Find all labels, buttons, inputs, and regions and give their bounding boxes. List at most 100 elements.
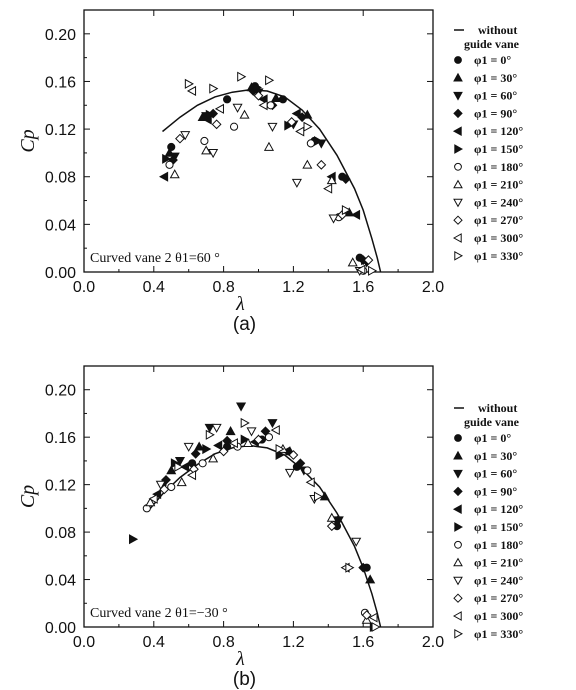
legend-marker (454, 628, 464, 639)
data-point (365, 574, 376, 584)
data-point (232, 103, 243, 113)
legend-marker (454, 540, 462, 549)
data-point (358, 562, 369, 573)
data-point (211, 423, 222, 433)
data-point (253, 434, 264, 445)
legend-marker (452, 126, 462, 137)
series-phi-11 (174, 417, 381, 633)
legend-entry: φ1 = 270° (474, 591, 523, 605)
x-tick-label: 0.0 (73, 279, 95, 296)
data-point (183, 442, 194, 452)
legend-entry: φ1 = 90° (474, 484, 517, 498)
legend-entry: φ1 = 180° (474, 160, 523, 174)
data-point (205, 109, 215, 120)
data-point (201, 145, 212, 155)
data-point (267, 419, 278, 429)
data-point (209, 83, 219, 94)
legend-line-label: without (478, 401, 517, 415)
series-phi-3 (161, 426, 369, 573)
series-phi-5 (129, 434, 379, 633)
legend-marker (452, 233, 462, 243)
data-point (222, 435, 232, 446)
chart-panel-b: 0.0 0.4 0.8 1.2 1.6 2.0 0.00 0.04 0.08 0.12 0.16 0.… (17, 365, 523, 690)
legend-entry: φ1 = 330° (474, 249, 523, 263)
data-point (263, 141, 275, 151)
legend-marker (454, 162, 462, 171)
x-tick-label: 2.0 (422, 279, 444, 296)
y-axis-label: Cp (17, 485, 39, 508)
legend-line-label: without (478, 23, 517, 37)
series-phi-1 (166, 426, 376, 584)
data-point (341, 205, 351, 216)
data-point (242, 437, 254, 447)
legend-marker (454, 144, 464, 154)
data-point (162, 153, 172, 164)
x-tick-label: 1.2 (282, 279, 304, 296)
x-tick-label: 1.6 (352, 279, 374, 296)
legend-marker (453, 450, 463, 460)
data-point (302, 159, 313, 169)
data-point (205, 429, 215, 440)
legend-entry: φ1 = 180° (474, 538, 523, 552)
data-point (184, 78, 194, 89)
legend-marker (453, 469, 463, 479)
data-point (165, 160, 174, 169)
data-point (253, 90, 264, 101)
data-point (265, 75, 275, 86)
data-point (288, 450, 299, 460)
data-point (186, 470, 197, 481)
series-phi-7 (145, 437, 372, 624)
data-point (179, 461, 190, 472)
data-point (198, 459, 207, 468)
legend-entry: φ1 = 300° (474, 231, 523, 245)
curve-without-guide-vane (162, 89, 382, 273)
legend-marker (454, 250, 464, 261)
legend-entry: φ1 = 30° (474, 71, 517, 85)
chart-annotation: Curved vane 2 θ1=60 ° (90, 251, 220, 266)
legend-marker (452, 611, 462, 621)
data-point (351, 537, 362, 547)
data-point (148, 493, 158, 504)
panel-label: (b) (233, 669, 256, 690)
legend-entry: φ1 = 90° (474, 106, 517, 120)
x-tick-label: 0.4 (143, 634, 165, 651)
y-tick-label: 0.20 (45, 383, 76, 400)
legend-entry: φ1 = 30° (474, 449, 517, 463)
series-phi-10 (186, 85, 366, 275)
series-phi-7 (169, 109, 358, 267)
x-tick-label: 1.6 (352, 634, 374, 651)
data-point (159, 484, 170, 495)
data-point (363, 255, 374, 265)
y-axis-label: Cp (17, 129, 39, 152)
data-point (313, 491, 324, 502)
legend-entry: φ1 = 120° (474, 124, 523, 138)
legend-marker (453, 486, 463, 497)
data-point (319, 491, 330, 501)
series-phi-4 (159, 94, 361, 220)
y-tick-label: 0.04 (45, 573, 76, 590)
series-phi-3 (168, 86, 369, 265)
data-point (190, 448, 201, 459)
legend-entry: φ1 = 210° (474, 178, 523, 192)
legend-line-label-2: guide vane (464, 415, 520, 429)
series-phi-11 (184, 71, 378, 276)
data-point (368, 265, 378, 276)
y-tick-label: 0.08 (45, 170, 76, 187)
data-point (323, 183, 333, 194)
data-point (214, 103, 224, 114)
series-phi-8 (155, 423, 362, 547)
legend-marker (453, 198, 463, 208)
y-tick-label: 0.16 (45, 430, 76, 447)
legend-entry: φ1 = 120° (474, 502, 523, 516)
data-point (347, 257, 358, 267)
series-phi-0 (158, 435, 371, 572)
x-tick-label: 0.8 (212, 279, 234, 296)
data-point (166, 465, 177, 475)
data-point (155, 480, 166, 490)
data-point (286, 117, 297, 127)
data-point (267, 122, 278, 132)
data-point (328, 214, 339, 224)
curve-without-guide-vane (149, 444, 382, 628)
